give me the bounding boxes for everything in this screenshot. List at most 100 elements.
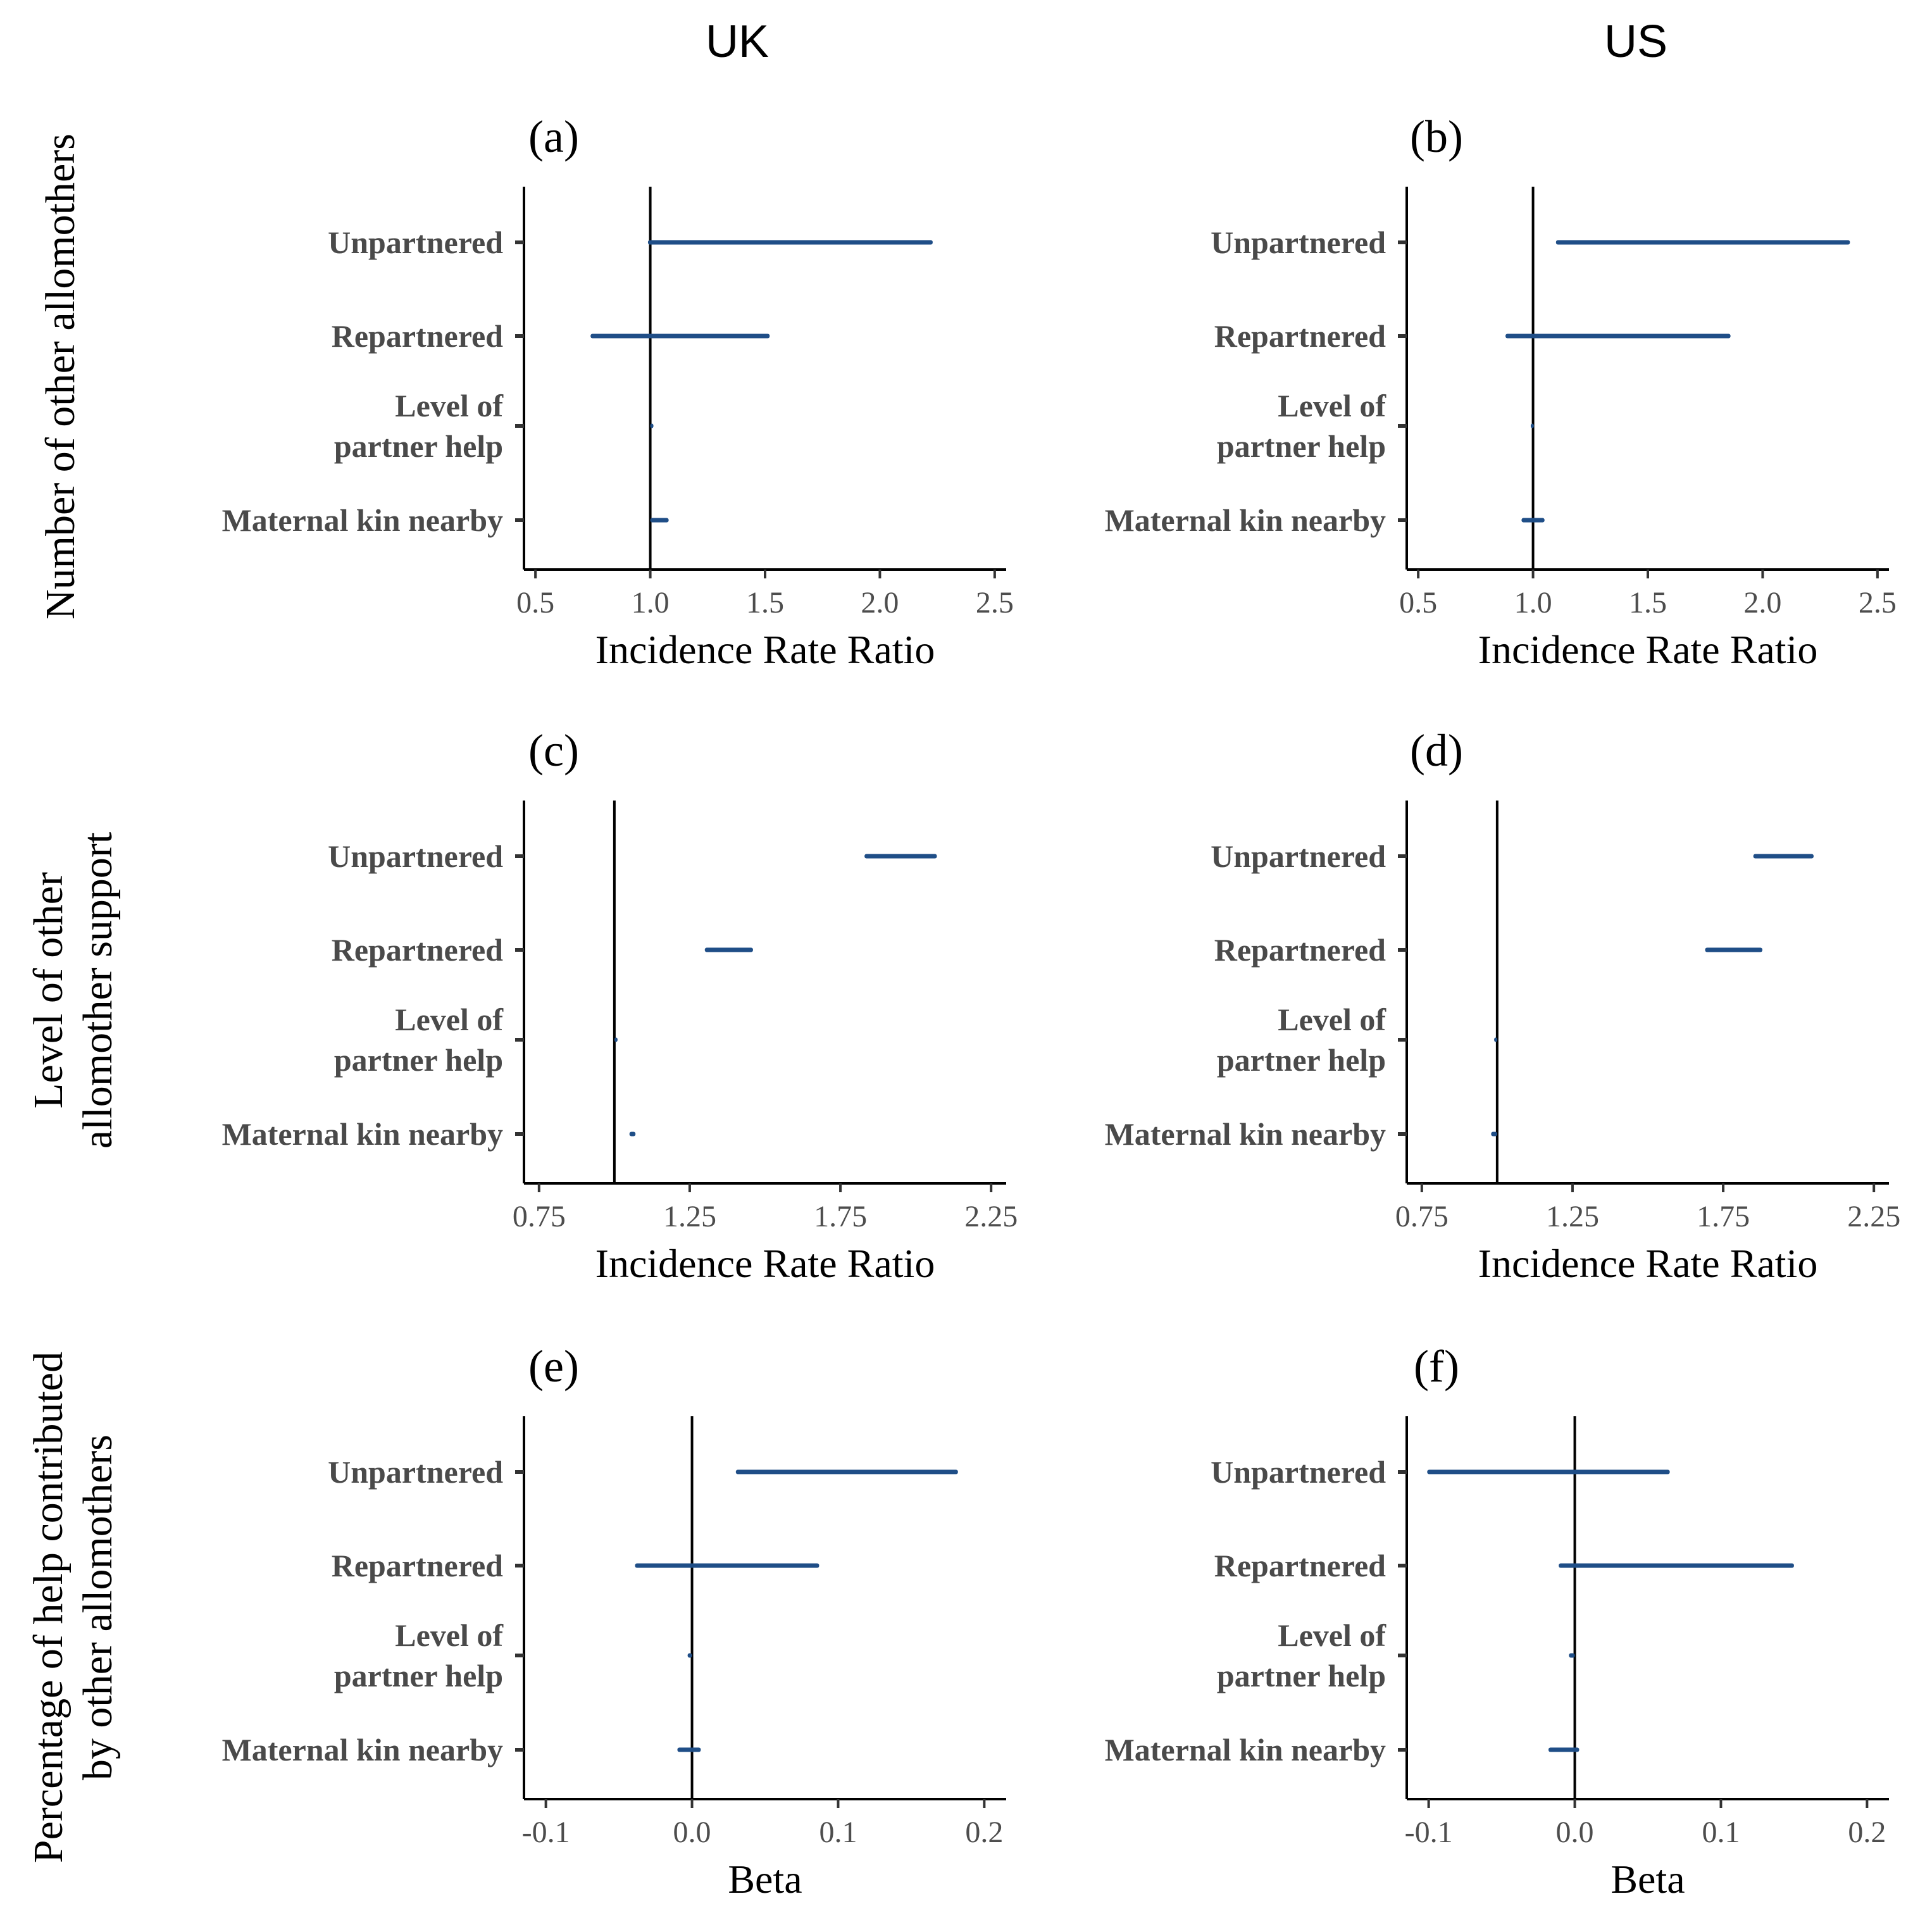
row-title-line: by other allomothers — [75, 1435, 121, 1780]
category-label: Repartnered — [332, 318, 503, 354]
row-title: Level of other allomother support — [25, 832, 121, 1149]
column-title-us: US — [1604, 16, 1667, 67]
category-label: Unpartnered — [328, 225, 503, 260]
panel-label: (c) — [528, 725, 579, 776]
x-tick-label: 0.5 — [516, 586, 554, 620]
interval-bar — [1494, 1037, 1498, 1042]
x-tick-label: 0.1 — [819, 1816, 857, 1849]
interval-bar — [1521, 518, 1545, 523]
interval-bar — [590, 333, 770, 339]
x-axis-title: Incidence Rate Ratio — [595, 1241, 935, 1286]
category-label: partner help — [1217, 428, 1386, 464]
interval-bar — [1559, 1563, 1794, 1568]
category-label: Level of — [395, 388, 504, 423]
x-axis-title: Incidence Rate Ratio — [1478, 1241, 1818, 1286]
interval-bar — [650, 423, 654, 428]
category-label: Unpartnered — [328, 838, 503, 874]
panel-a: (a) 0.5 1.0 1.5 2.0 2.5 Incidence Rate Ratio Un… — [222, 111, 1014, 672]
category-label: Repartnered — [332, 932, 503, 968]
x-tick-label: 2.0 — [861, 586, 899, 620]
category-label: Repartnered — [332, 1548, 503, 1583]
x-tick-label: 2.25 — [964, 1200, 1018, 1233]
category-label: Level of — [1278, 388, 1386, 423]
interval-bar — [650, 518, 669, 523]
panel-f: (f) -0.1 0.0 0.1 0.2 Beta Unpartnered Repartner… — [1105, 1341, 1889, 1902]
category-label: partner help — [334, 428, 503, 464]
x-tick-label: 0.2 — [965, 1816, 1003, 1849]
interval-bar — [1753, 854, 1814, 859]
category-label: partner help — [334, 1658, 503, 1693]
panel-d: (d) 0.75 1.25 1.75 2.25 Incidence Rate Ratio U… — [1105, 725, 1901, 1286]
category-label: partner help — [334, 1042, 503, 1078]
x-tick-label: 0.0 — [1556, 1816, 1594, 1849]
interval-bar — [864, 854, 937, 859]
interval-bar — [1705, 947, 1762, 952]
interval-bar — [629, 1131, 636, 1137]
category-label: Maternal kin nearby — [222, 1732, 503, 1767]
x-tick-label: 0.0 — [673, 1816, 711, 1849]
x-tick-label: 1.0 — [1514, 586, 1552, 620]
x-axis-title: Beta — [728, 1857, 802, 1902]
x-tick-label: 2.25 — [1847, 1200, 1900, 1233]
x-tick-label: 1.25 — [1546, 1200, 1599, 1233]
row-title-line: Level of other — [25, 872, 72, 1109]
row-title-line: Number of other allomothers — [37, 134, 84, 620]
x-axis-title: Beta — [1611, 1857, 1685, 1902]
x-tick-label: 0.2 — [1848, 1816, 1886, 1849]
x-tick-label: 2.0 — [1743, 586, 1781, 620]
panel-label: (d) — [1410, 725, 1463, 776]
x-tick-label: 0.1 — [1702, 1816, 1740, 1849]
category-label: Level of — [1278, 1617, 1386, 1653]
x-tick-label: 1.25 — [663, 1200, 716, 1233]
category-label: Maternal kin nearby — [1105, 1732, 1386, 1767]
category-label: Maternal kin nearby — [1105, 502, 1386, 538]
panel-label: (e) — [528, 1341, 579, 1392]
interval-bar — [1555, 240, 1850, 245]
category-label: Unpartnered — [328, 1454, 503, 1490]
panel-label: (f) — [1414, 1341, 1459, 1392]
category-label: Maternal kin nearby — [222, 1116, 503, 1152]
interval-bar — [687, 1653, 692, 1658]
interval-bar — [1530, 423, 1534, 428]
interval-bar — [735, 1469, 958, 1474]
interval-bar — [677, 1747, 701, 1752]
interval-bar — [635, 1563, 819, 1568]
interval-bar — [1548, 1747, 1580, 1752]
row-title: Number of other allomothers — [37, 134, 84, 620]
interval-bar — [1505, 333, 1731, 339]
category-label: Unpartnered — [1211, 225, 1386, 260]
x-axis-title: Incidence Rate Ratio — [1478, 627, 1818, 672]
x-tick-label: 2.5 — [976, 586, 1014, 620]
x-tick-label: 1.5 — [1629, 586, 1667, 620]
x-tick-label: 1.5 — [746, 586, 784, 620]
interval-bar — [1569, 1653, 1575, 1658]
category-label: Unpartnered — [1211, 838, 1386, 874]
category-label: Repartnered — [1214, 932, 1386, 968]
category-label: Maternal kin nearby — [1105, 1116, 1386, 1152]
category-label: Repartnered — [1214, 318, 1386, 354]
interval-bar — [704, 947, 753, 952]
panel-label: (b) — [1410, 111, 1463, 162]
x-tick-label: 1.0 — [632, 586, 670, 620]
interval-bar — [647, 240, 933, 245]
x-tick-label: -0.1 — [522, 1816, 570, 1849]
panel-label: (a) — [528, 111, 579, 162]
category-label: Repartnered — [1214, 1548, 1386, 1583]
interval-bar — [1427, 1469, 1670, 1474]
category-label: Level of — [395, 1002, 504, 1037]
interval-bar — [614, 1037, 618, 1042]
category-label: Maternal kin nearby — [222, 502, 503, 538]
row-title: Percentage of help contributed by other a… — [25, 1352, 121, 1863]
category-label: partner help — [1217, 1042, 1386, 1078]
category-label: partner help — [1217, 1658, 1386, 1693]
category-label: Level of — [395, 1617, 504, 1653]
x-tick-label: 1.75 — [1697, 1200, 1750, 1233]
x-tick-label: 0.75 — [1395, 1200, 1449, 1233]
x-tick-label: 1.75 — [814, 1200, 867, 1233]
x-tick-label: 2.5 — [1859, 586, 1897, 620]
column-title-uk: UK — [706, 16, 769, 67]
category-label: Unpartnered — [1211, 1454, 1386, 1490]
x-tick-label: 0.75 — [513, 1200, 566, 1233]
x-tick-label: 0.5 — [1399, 586, 1437, 620]
